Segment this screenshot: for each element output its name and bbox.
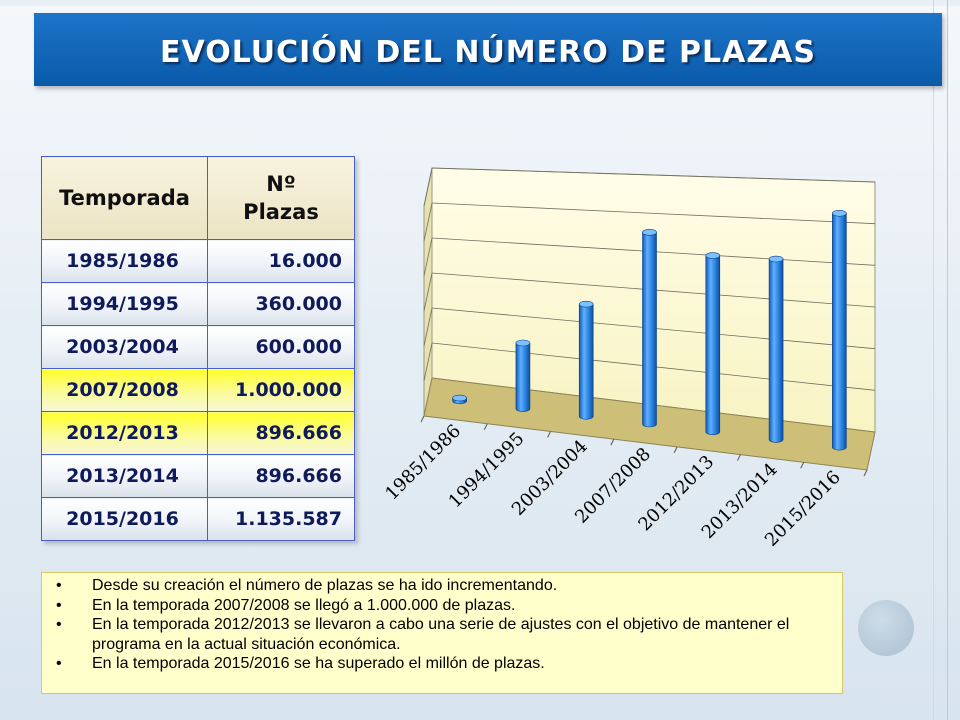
- page-title: EVOLUCIÓN DEL NÚMERO DE PLAZAS: [160, 35, 816, 70]
- title-bar: EVOLUCIÓN DEL NÚMERO DE PLAZAS: [34, 13, 942, 86]
- chart-x-tick: [800, 462, 805, 469]
- chart-bar-top: [768, 255, 784, 263]
- top-strip: [0, 0, 960, 6]
- note-text: En la temporada 2007/2008 se llegó a 1.0…: [92, 596, 516, 614]
- chart-bar-top: [452, 394, 467, 402]
- chart-side-gridline: [423, 167, 433, 207]
- decorative-circle: [858, 600, 914, 656]
- chart-x-tick: [420, 415, 425, 423]
- chart-bar: [515, 342, 531, 412]
- header-places: Nº Plazas: [207, 156, 355, 240]
- bullet-icon: •: [56, 596, 62, 614]
- notes-list: • Desde su creación el número de plazas s…: [54, 576, 836, 674]
- table-row: 2015/2016 1.135.587: [41, 497, 355, 541]
- chart-x-tick: [483, 423, 488, 430]
- header-places-line2: Plazas: [243, 200, 319, 224]
- bullet-icon: •: [56, 577, 62, 594]
- chart-side-gridline: [423, 307, 433, 347]
- cell-season: 2015/2016: [41, 497, 208, 541]
- cell-places: 896.666: [207, 454, 355, 498]
- cell-places: 896.666: [207, 411, 355, 455]
- header-season: Temporada: [41, 156, 208, 240]
- table-body: 1985/1986 16.000 1994/1995 360.000 2003/2004…: [41, 239, 355, 541]
- cell-places: 1.135.587: [207, 497, 355, 541]
- chart-bar-top: [705, 252, 721, 259]
- chart-bar: [832, 212, 847, 451]
- chart-side-gridline: [423, 342, 433, 382]
- cell-season: 2012/2013: [41, 411, 208, 455]
- note-text: En la temporada 2012/2013 se llevaron a …: [92, 616, 790, 653]
- list-item: • En la temporada 2015/2016 se ha superad…: [54, 654, 836, 674]
- note-text: En la temporada 2015/2016 se ha superado…: [92, 655, 545, 672]
- table-header-row: Temporada Nº Plazas: [41, 156, 355, 240]
- frame-line-outer: [947, 0, 948, 720]
- table-row: 2012/2013 896.666: [41, 411, 355, 455]
- chart-bar: [642, 232, 657, 428]
- cell-season: 1985/1986: [41, 239, 208, 283]
- chart-x-tick: [736, 454, 741, 461]
- places-bar-chart: 1985/19861994/19952003/20042007/20082012…: [381, 167, 876, 550]
- list-item: • En la temporada 2012/2013 se llevaron a…: [54, 615, 836, 654]
- chart-side-gridline: [423, 202, 433, 242]
- bullet-icon: •: [56, 616, 62, 633]
- cell-season: 2003/2004: [41, 325, 208, 369]
- cell-places: 600.000: [207, 325, 355, 369]
- note-text: Desde su creación el número de plazas se…: [92, 577, 558, 594]
- chart-gridline: [431, 167, 876, 183]
- cell-season: 1994/1995: [41, 282, 208, 326]
- table-row: 2003/2004 600.000: [41, 325, 355, 369]
- table-row: 1994/1995 360.000: [41, 282, 355, 326]
- chart-bar: [705, 255, 721, 436]
- chart-x-tick: [547, 431, 552, 438]
- chart-bar-top: [832, 209, 847, 217]
- chart-gridline: [431, 202, 876, 225]
- header-places-line1: Nº: [266, 172, 296, 196]
- list-item: • En la temporada 2007/2008 se llegó a 1.…: [54, 596, 836, 616]
- chart-bar: [768, 258, 784, 443]
- chart-bar-top: [578, 300, 594, 308]
- chart-bar: [578, 303, 594, 420]
- chart-bar-top: [642, 229, 657, 236]
- chart-x-tick: [863, 469, 868, 477]
- frame-line-inner: [933, 0, 934, 720]
- cell-places: 16.000: [207, 239, 355, 283]
- chart-bar-top: [515, 339, 531, 347]
- chart-x-tick: [673, 446, 678, 454]
- notes-box: • Desde su creación el número de plazas s…: [41, 572, 843, 694]
- table-row: 2013/2014 896.666: [41, 454, 355, 498]
- chart-x-tick: [610, 438, 615, 446]
- cell-season: 2007/2008: [41, 368, 208, 412]
- list-item: • Desde su creación el número de plazas s…: [54, 576, 836, 596]
- bullet-icon: •: [56, 655, 62, 672]
- chart-side-gridline: [423, 237, 433, 277]
- chart-side-gridline: [423, 272, 433, 312]
- cell-places: 1.000.000: [207, 368, 355, 412]
- cell-places: 360.000: [207, 282, 355, 326]
- table-row: 2007/2008 1.000.000: [41, 368, 355, 412]
- cell-season: 2013/2014: [41, 454, 208, 498]
- places-table: Temporada Nº Plazas 1985/1986 16.000 1994/…: [41, 156, 355, 541]
- table-row: 1985/1986 16.000: [41, 239, 355, 283]
